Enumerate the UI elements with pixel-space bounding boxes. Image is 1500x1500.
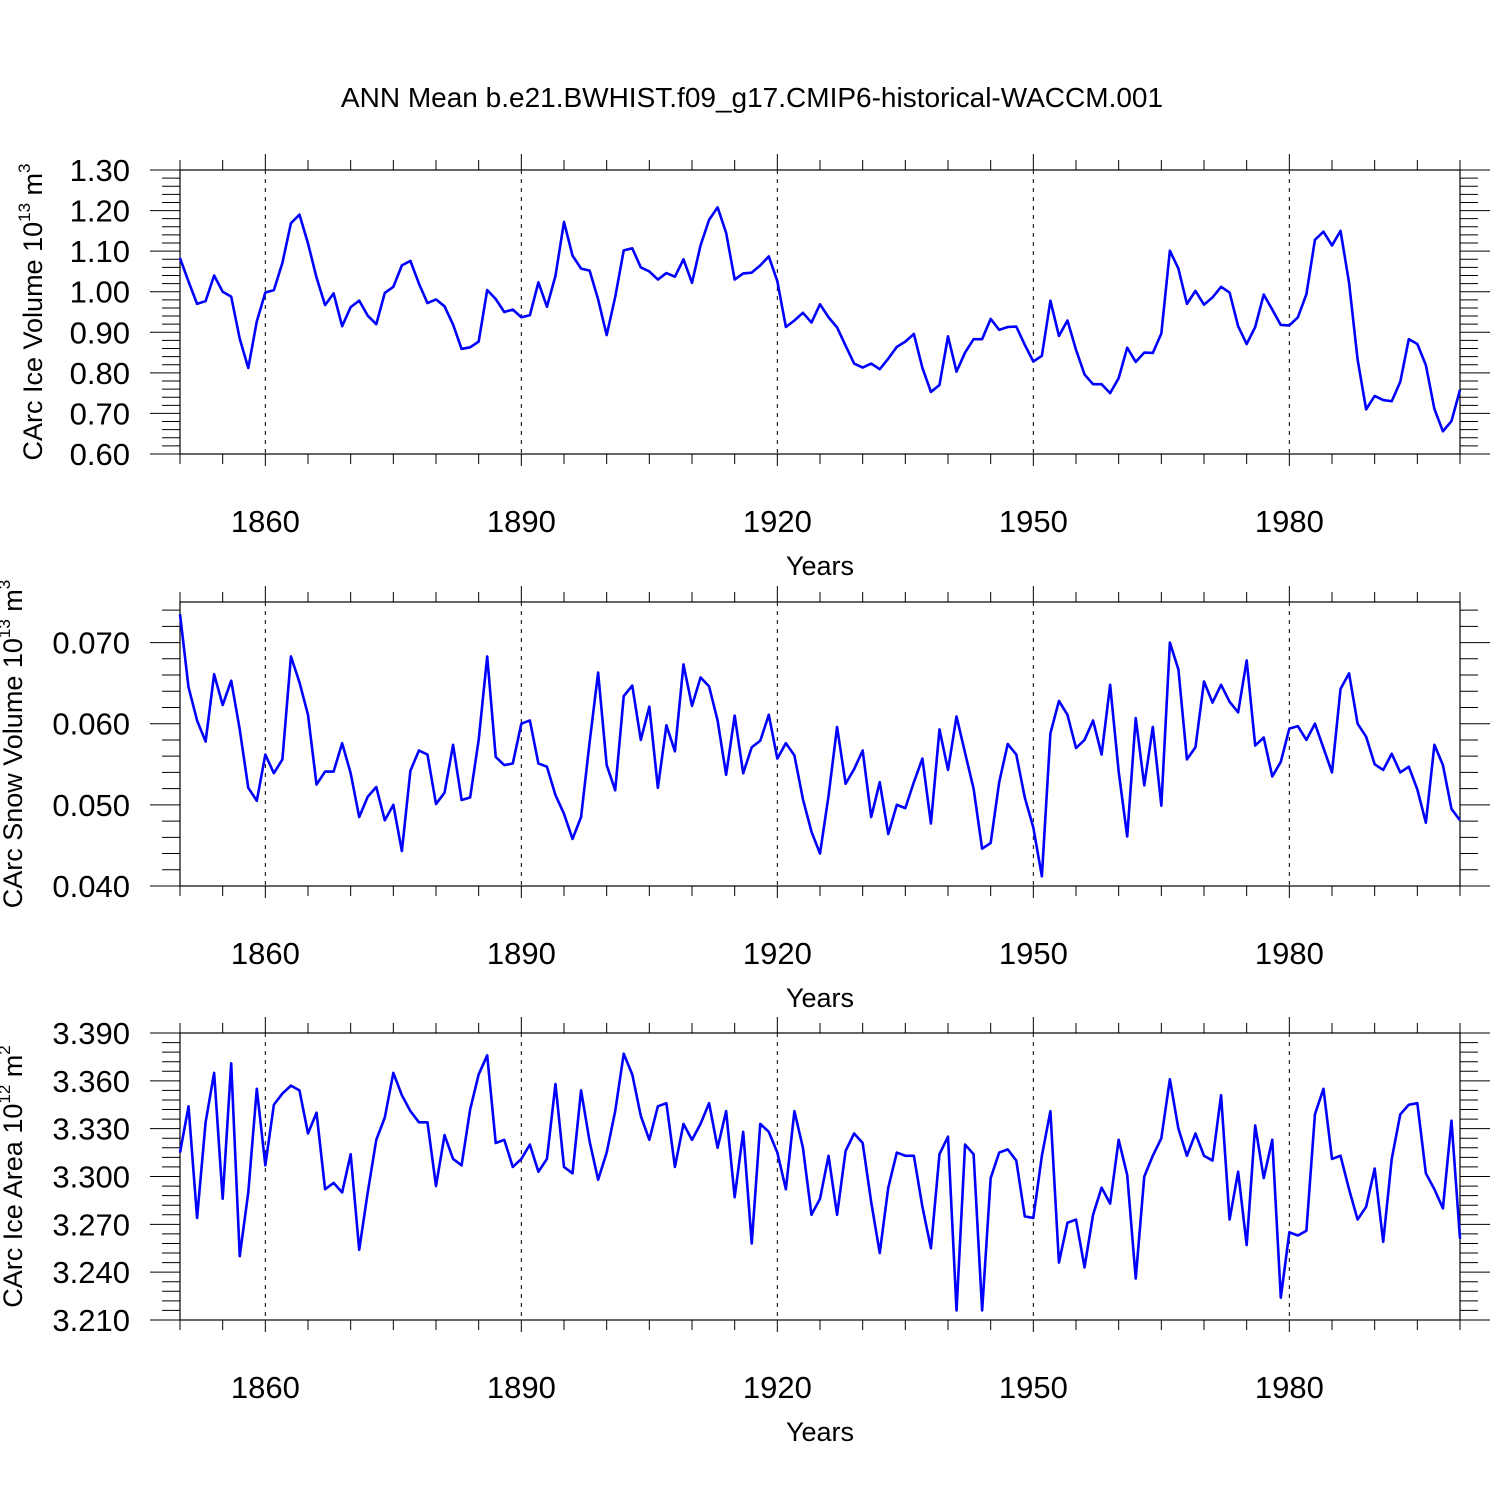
x-tick-label: 1950 bbox=[999, 1370, 1068, 1405]
x-tick-label: 1920 bbox=[743, 504, 812, 539]
x-tick-label: 1890 bbox=[487, 504, 556, 539]
series-line bbox=[178, 1052, 1462, 1312]
plot-frame bbox=[179, 169, 1461, 455]
x-tick-label: 1920 bbox=[743, 936, 812, 971]
y-tick-label: 3.240 bbox=[52, 1255, 130, 1290]
y-tick-label: 3.300 bbox=[52, 1160, 130, 1195]
x-tick-label: 1890 bbox=[487, 936, 556, 971]
chart-panel-2: 0.040 0.050 0.060 0.070 1860 1890 1920 1950 1980… bbox=[0, 580, 1490, 1013]
x-tick-label: 1980 bbox=[1255, 936, 1324, 971]
y-axis-label: CArc Snow Volume 1013 m3 bbox=[0, 580, 28, 909]
y-tick-label: 0.60 bbox=[70, 437, 130, 472]
y-tick-label: 0.70 bbox=[70, 396, 130, 431]
y-tick-label: 3.270 bbox=[52, 1207, 130, 1242]
x-tick-label: 1950 bbox=[999, 936, 1068, 971]
y-tick-label: 0.050 bbox=[52, 788, 130, 823]
y-axis-label: CArc Ice Volume 1013 m3 bbox=[15, 163, 48, 460]
chart-panel-3: 3.210 3.240 3.270 3.300 3.330 3.360 3.390 1860 1… bbox=[0, 1016, 1490, 1447]
y-tick-label: 1.20 bbox=[70, 194, 130, 229]
series-line bbox=[178, 206, 1462, 433]
x-tick-label: 1890 bbox=[487, 1370, 556, 1405]
x-tick-label: 1950 bbox=[999, 504, 1068, 539]
plot-frame bbox=[179, 1032, 1461, 1321]
x-tick-label: 1860 bbox=[231, 936, 300, 971]
y-tick-label: 1.30 bbox=[70, 153, 130, 188]
y-tick-label: 0.90 bbox=[70, 315, 130, 350]
x-axis-label: Years bbox=[786, 983, 854, 1013]
y-tick-label: 0.040 bbox=[52, 869, 130, 904]
x-tick-label: 1920 bbox=[743, 1370, 812, 1405]
y-tick-label: 3.210 bbox=[52, 1303, 130, 1338]
x-axis-label: Years bbox=[786, 551, 854, 581]
plot-frame bbox=[179, 601, 1461, 887]
y-tick-label: 3.390 bbox=[52, 1016, 130, 1051]
y-tick-label: 3.330 bbox=[52, 1112, 130, 1147]
y-tick-label: 1.10 bbox=[70, 234, 130, 269]
x-tick-label: 1860 bbox=[231, 504, 300, 539]
y-tick-label: 0.070 bbox=[52, 626, 130, 661]
figure-title: ANN Mean b.e21.BWHIST.f09_g17.CMIP6-hist… bbox=[341, 82, 1163, 113]
y-tick-label: 0.80 bbox=[70, 356, 130, 391]
x-tick-label: 1980 bbox=[1255, 1370, 1324, 1405]
series-line bbox=[178, 614, 1462, 878]
y-tick-label: 1.00 bbox=[70, 275, 130, 310]
x-tick-label: 1980 bbox=[1255, 504, 1324, 539]
y-tick-label: 0.060 bbox=[52, 707, 130, 742]
y-tick-label: 3.360 bbox=[52, 1064, 130, 1099]
x-tick-label: 1860 bbox=[231, 1370, 300, 1405]
x-axis-label: Years bbox=[786, 1417, 854, 1447]
y-axis-label: CArc Ice Area 1012 m2 bbox=[0, 1045, 28, 1308]
chart-panel-1: 0.60 0.70 0.80 0.90 1.00 1.10 1.20 1.30 1860 1890… bbox=[15, 153, 1490, 581]
